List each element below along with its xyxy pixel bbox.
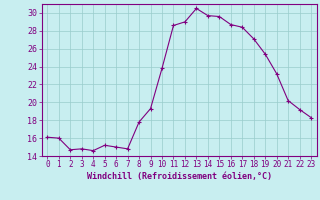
X-axis label: Windchill (Refroidissement éolien,°C): Windchill (Refroidissement éolien,°C)	[87, 172, 272, 181]
